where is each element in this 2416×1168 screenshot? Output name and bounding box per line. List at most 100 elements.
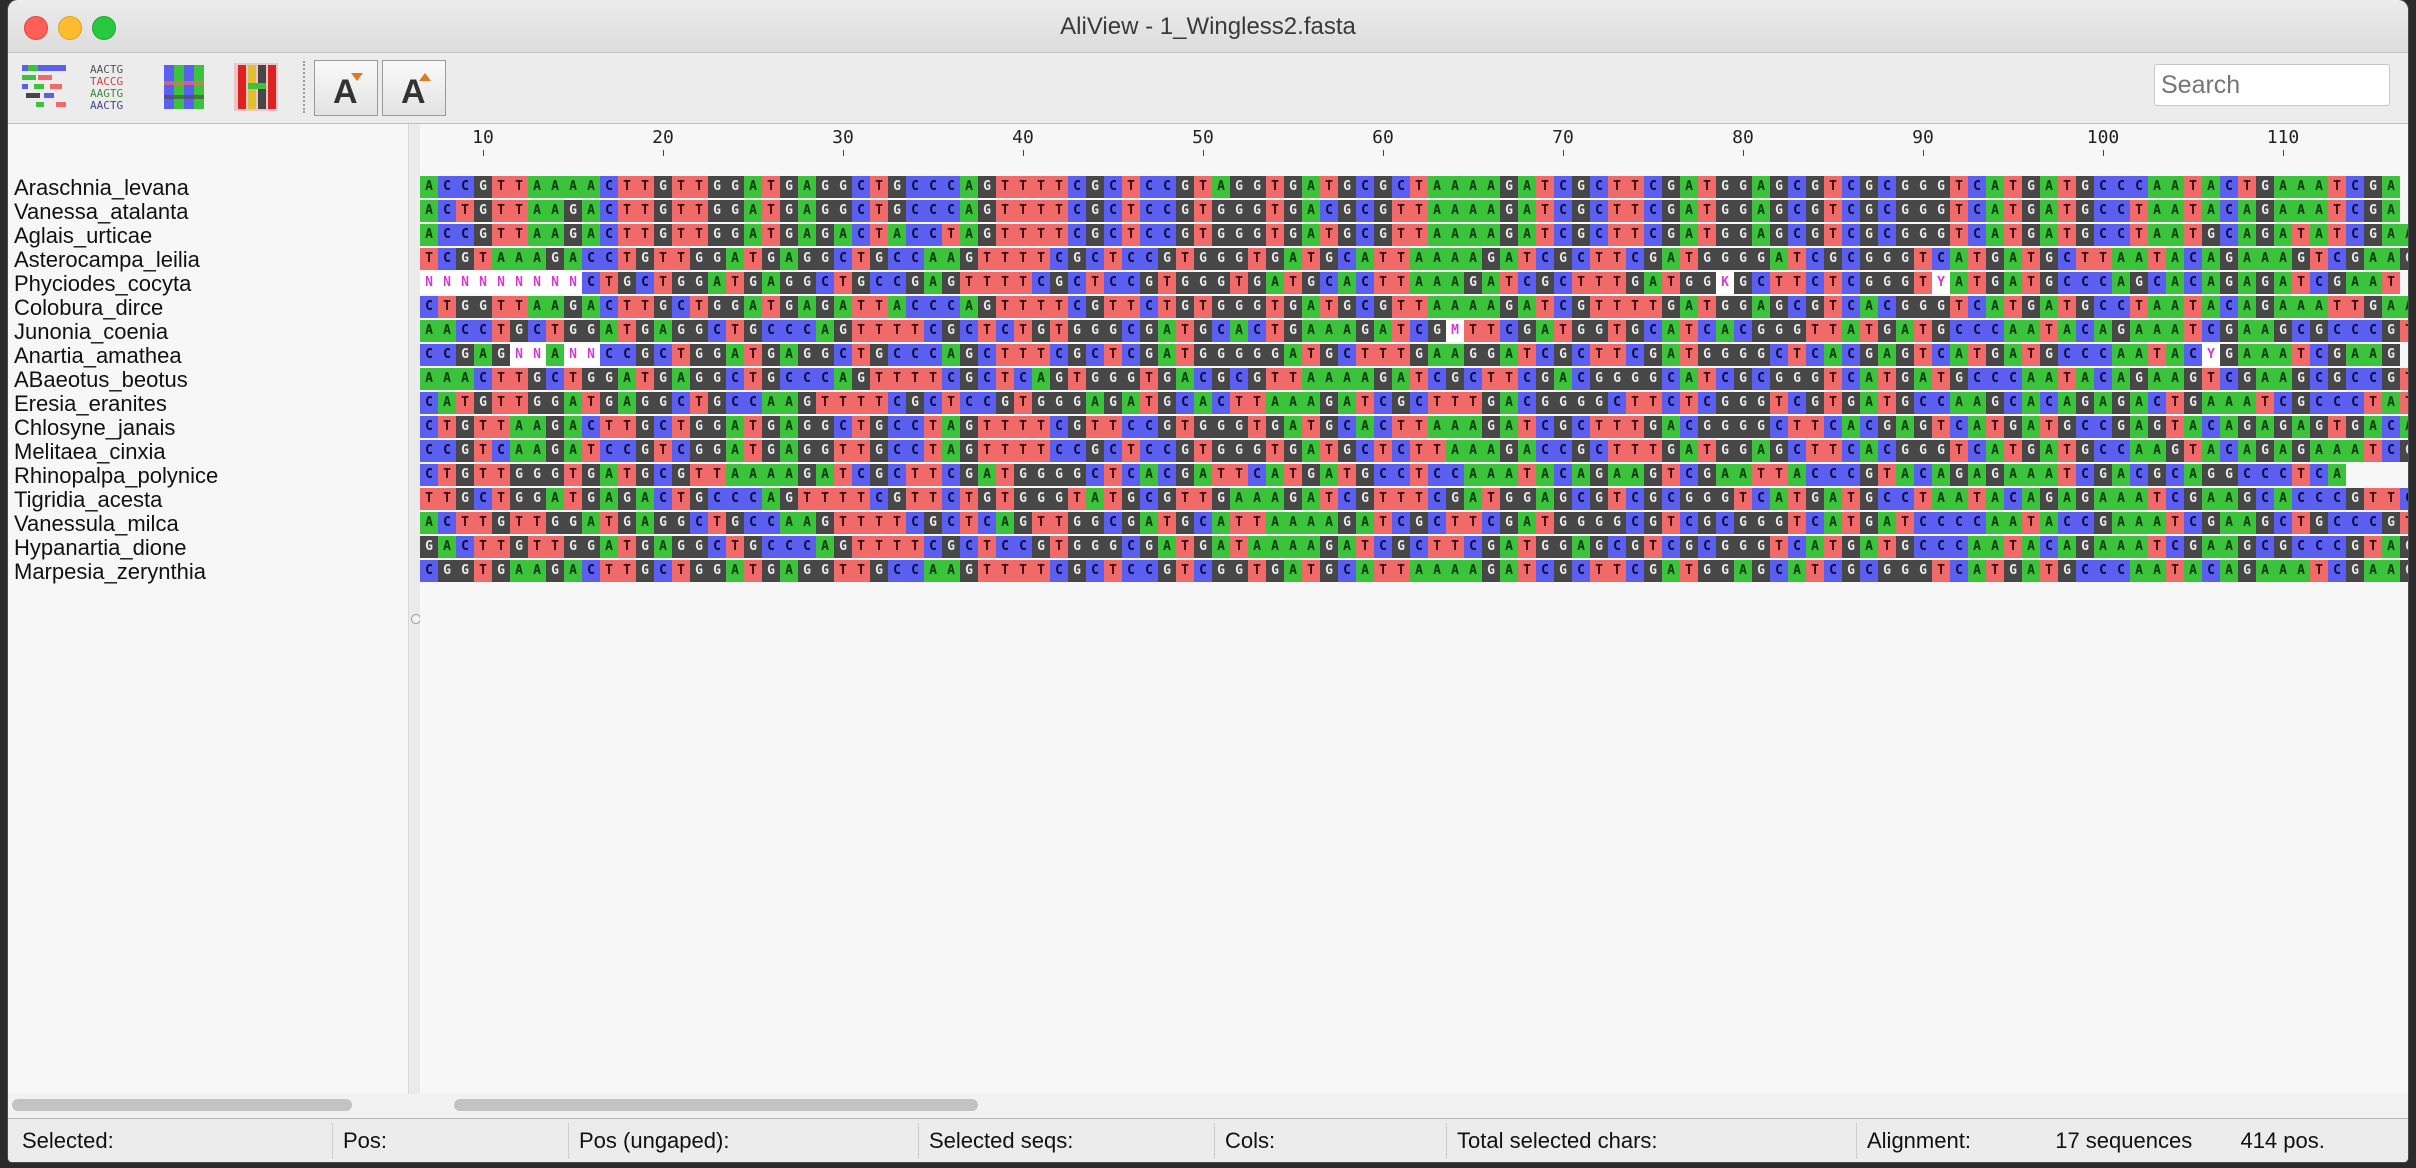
nucleotide-cell[interactable]: G (1176, 176, 1194, 198)
nucleotide-cell[interactable]: G (2346, 536, 2364, 558)
nucleotide-cell[interactable]: G (1068, 392, 1086, 414)
nucleotide-cell[interactable]: A (1446, 560, 1464, 582)
nucleotide-cell[interactable]: A (546, 200, 564, 222)
nucleotide-cell[interactable]: T (690, 176, 708, 198)
nucleotide-cell[interactable]: T (1230, 272, 1248, 294)
nucleotide-cell[interactable]: C (1104, 440, 1122, 462)
nucleotide-cell[interactable]: T (2400, 368, 2408, 390)
nucleotide-cell[interactable]: T (1014, 392, 1032, 414)
nucleotide-cell[interactable]: T (996, 224, 1014, 246)
nucleotide-cell[interactable]: C (978, 392, 996, 414)
nucleotide-cell[interactable]: C (744, 488, 762, 510)
nucleotide-cell[interactable]: A (582, 176, 600, 198)
nucleotide-cell[interactable]: T (690, 200, 708, 222)
nucleotide-cell[interactable]: A (2346, 344, 2364, 366)
nucleotide-cell[interactable]: G (1896, 560, 1914, 582)
nucleotide-cell[interactable]: G (2364, 176, 2382, 198)
nucleotide-cell[interactable]: T (1482, 320, 1500, 342)
nucleotide-cell[interactable]: A (420, 368, 438, 390)
nucleotide-cell[interactable]: T (2364, 488, 2382, 510)
nucleotide-cell[interactable]: G (672, 464, 690, 486)
nucleotide-cell[interactable]: A (1986, 224, 2004, 246)
nucleotide-cell[interactable]: A (1860, 392, 1878, 414)
nucleotide-cell[interactable]: C (654, 416, 672, 438)
nucleotide-cell[interactable]: G (1734, 272, 1752, 294)
nucleotide-cell[interactable]: G (2184, 368, 2202, 390)
nucleotide-cell[interactable]: T (1014, 344, 1032, 366)
nucleotide-cell[interactable]: A (1428, 296, 1446, 318)
nucleotide-cell[interactable]: G (2364, 224, 2382, 246)
nucleotide-cell[interactable]: C (654, 560, 672, 582)
nucleotide-cell[interactable]: C (1878, 296, 1896, 318)
nucleotide-cell[interactable]: G (1716, 440, 1734, 462)
nucleotide-cell[interactable]: C (690, 512, 708, 534)
nucleotide-cell[interactable]: T (1968, 248, 1986, 270)
nucleotide-cell[interactable]: G (1716, 416, 1734, 438)
nucleotide-cell[interactable]: T (852, 440, 870, 462)
nucleotide-cell[interactable]: G (1572, 224, 1590, 246)
nucleotide-cell[interactable]: G (1572, 200, 1590, 222)
nucleotide-cell[interactable]: T (1014, 440, 1032, 462)
nucleotide-cell[interactable]: C (2184, 272, 2202, 294)
nucleotide-cell[interactable]: G (2364, 200, 2382, 222)
nucleotide-cell[interactable]: T (888, 536, 906, 558)
nucleotide-cell[interactable]: T (2004, 440, 2022, 462)
nucleotide-cell[interactable]: G (2130, 368, 2148, 390)
nucleotide-cell[interactable]: N (564, 344, 582, 366)
nucleotide-cell[interactable]: G (1248, 176, 1266, 198)
nucleotide-cell[interactable]: T (1788, 512, 1806, 534)
nucleotide-cell[interactable]: T (2400, 392, 2408, 414)
nucleotide-cell[interactable]: G (1212, 272, 1230, 294)
nucleotide-cell[interactable]: G (1716, 488, 1734, 510)
nucleotide-cell[interactable]: C (1878, 488, 1896, 510)
nucleotide-cell[interactable]: A (510, 248, 528, 270)
nucleotide-cell[interactable]: A (726, 464, 744, 486)
nucleotide-cell[interactable]: C (618, 440, 636, 462)
nucleotide-cell[interactable]: A (2382, 560, 2400, 582)
nucleotide-cell[interactable]: G (960, 344, 978, 366)
nucleotide-cell[interactable]: C (1014, 536, 1032, 558)
nucleotide-cell[interactable]: A (1986, 440, 2004, 462)
nucleotide-cell[interactable]: T (492, 536, 510, 558)
nucleotide-cell[interactable]: T (996, 200, 1014, 222)
nucleotide-cell[interactable]: T (618, 536, 636, 558)
nucleotide-cell[interactable]: C (2256, 488, 2274, 510)
nucleotide-cell[interactable]: G (2346, 488, 2364, 510)
nucleotide-cell[interactable]: A (780, 248, 798, 270)
nucleotide-cell[interactable]: G (1572, 440, 1590, 462)
nucleotide-cell[interactable]: G (1680, 536, 1698, 558)
nucleotide-cell[interactable]: T (420, 488, 438, 510)
nucleotide-cell[interactable]: C (1230, 368, 1248, 390)
nucleotide-cell[interactable]: A (1320, 368, 1338, 390)
nucleotide-cell[interactable]: A (2274, 296, 2292, 318)
nucleotide-cell[interactable]: G (1698, 464, 1716, 486)
nucleotide-cell[interactable]: G (798, 416, 816, 438)
nucleotide-cell[interactable]: A (1392, 368, 1410, 390)
decrease-font-button[interactable]: A (314, 60, 378, 116)
nucleotide-cell[interactable]: T (834, 392, 852, 414)
nucleotide-cell[interactable]: G (960, 248, 978, 270)
nucleotide-cell[interactable]: A (1914, 368, 1932, 390)
nucleotide-cell[interactable]: C (1914, 536, 1932, 558)
nucleotide-cell[interactable]: C (2184, 344, 2202, 366)
nucleotide-cell[interactable]: C (1806, 248, 1824, 270)
nucleotide-cell[interactable]: T (1824, 224, 1842, 246)
nucleotide-cell[interactable]: C (1158, 200, 1176, 222)
nucleotide-cell[interactable]: T (1050, 296, 1068, 318)
nucleotide-cell[interactable]: T (654, 440, 672, 462)
sequence-name[interactable]: ABaeotus_beotus (14, 367, 188, 392)
nucleotide-cell[interactable]: T (1032, 440, 1050, 462)
nucleotide-cell[interactable]: A (1356, 248, 1374, 270)
nucleotide-cell[interactable]: T (906, 488, 924, 510)
nucleotide-cell[interactable]: C (1536, 440, 1554, 462)
nucleotide-cell[interactable]: G (978, 488, 996, 510)
nucleotide-cell[interactable]: G (2346, 248, 2364, 270)
nucleotide-cell[interactable]: C (1932, 248, 1950, 270)
nucleotide-cell[interactable]: C (1410, 392, 1428, 414)
nucleotide-cell[interactable]: T (1446, 512, 1464, 534)
nucleotide-cell[interactable]: A (1302, 368, 1320, 390)
nucleotide-cell[interactable]: G (1698, 560, 1716, 582)
nucleotide-cell[interactable]: G (1752, 344, 1770, 366)
nucleotide-cell[interactable]: T (492, 296, 510, 318)
nucleotide-cell[interactable]: C (816, 368, 834, 390)
